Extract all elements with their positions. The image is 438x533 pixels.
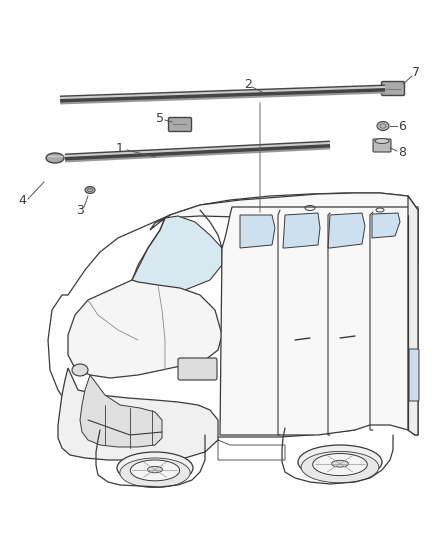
Ellipse shape [148, 466, 162, 473]
Polygon shape [408, 196, 418, 435]
Ellipse shape [375, 139, 389, 143]
Ellipse shape [130, 460, 180, 481]
Ellipse shape [301, 451, 379, 483]
Text: 8: 8 [398, 146, 406, 158]
Text: 4: 4 [18, 193, 26, 206]
Text: 3: 3 [76, 204, 84, 216]
FancyBboxPatch shape [409, 349, 419, 401]
Polygon shape [68, 280, 222, 378]
Polygon shape [372, 213, 400, 238]
Ellipse shape [313, 454, 367, 475]
Polygon shape [240, 215, 275, 248]
Ellipse shape [120, 458, 190, 488]
Polygon shape [283, 213, 320, 248]
Ellipse shape [85, 187, 95, 193]
Polygon shape [132, 216, 222, 295]
Text: 7: 7 [412, 66, 420, 78]
Polygon shape [80, 375, 162, 447]
Text: 5: 5 [156, 111, 164, 125]
Polygon shape [150, 193, 418, 230]
Ellipse shape [46, 153, 64, 163]
FancyBboxPatch shape [373, 139, 391, 152]
Ellipse shape [117, 452, 193, 484]
Ellipse shape [298, 445, 382, 479]
Polygon shape [328, 213, 365, 248]
Text: 6: 6 [398, 119, 406, 133]
FancyBboxPatch shape [381, 82, 405, 95]
Polygon shape [220, 207, 418, 435]
Ellipse shape [72, 364, 88, 376]
Polygon shape [48, 193, 418, 437]
Text: 2: 2 [244, 77, 252, 91]
Ellipse shape [332, 461, 348, 467]
Polygon shape [58, 368, 218, 460]
Ellipse shape [377, 122, 389, 131]
FancyBboxPatch shape [169, 117, 191, 132]
Text: 1: 1 [116, 141, 124, 155]
FancyBboxPatch shape [178, 358, 217, 380]
